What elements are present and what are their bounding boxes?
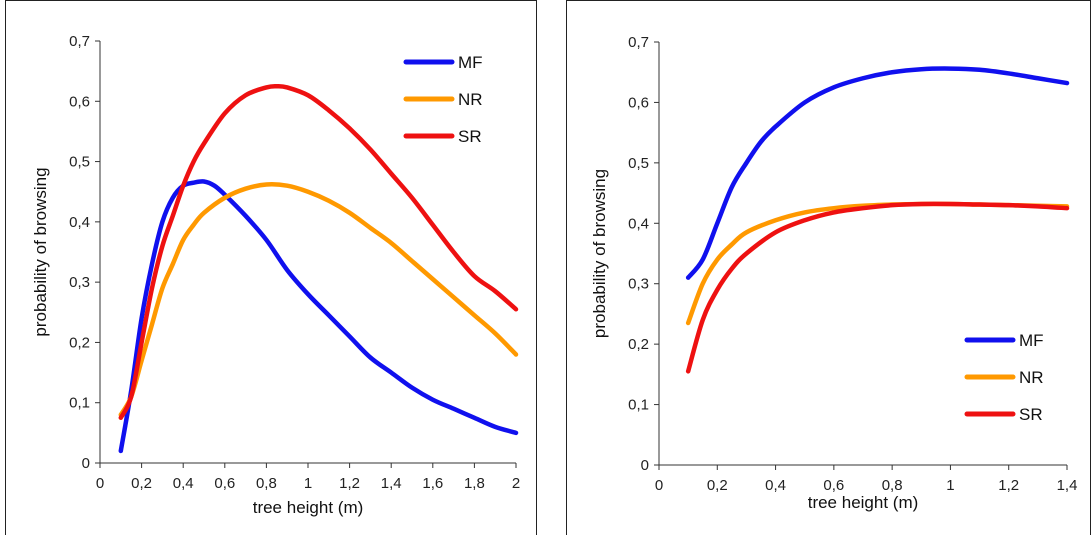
- x-tick-label: 1,4: [381, 475, 402, 492]
- x-tick-label: 1,2: [339, 475, 360, 492]
- chart-panel-right: 0 0,1 0,2 0,3 0,4 0,5 0,6 0,7 0 0,2 0,4 0,6 0,8 1 1,2 1…: [566, 0, 1091, 535]
- y-tick-label: 0,5: [69, 154, 90, 171]
- y-tick-label: 0,7: [628, 34, 649, 51]
- y-tick-label: 0,6: [69, 93, 90, 110]
- series-line-nr: [685, 201, 1070, 326]
- x-tick-label: 1: [946, 477, 954, 494]
- y-tick-label: 0,6: [628, 94, 649, 111]
- x-tick-label: 1,4: [1057, 477, 1078, 494]
- legend-label-nr: NR: [458, 90, 483, 109]
- y-tick-label: 0,3: [69, 274, 90, 291]
- y-tick-label: 0,5: [628, 155, 649, 172]
- legend-label-mf: MF: [1019, 331, 1044, 350]
- y-tick-label: 0: [641, 457, 649, 474]
- x-tick-label: 0,8: [882, 477, 903, 494]
- y-axis-title: probability of browsing: [31, 167, 50, 336]
- y-tick-label: 0,2: [69, 334, 90, 351]
- y-axis-title: probability of browsing: [590, 169, 609, 338]
- x-tick-label: 0,6: [214, 475, 235, 492]
- x-axis-title: tree height (m): [808, 493, 919, 512]
- x-tick-label: 0,8: [256, 475, 277, 492]
- x-tick-label: 0: [655, 477, 663, 494]
- legend-label-sr: SR: [458, 127, 482, 146]
- chart-left: 0 0,1 0,2 0,3 0,4 0,5 0,6 0,7 0 0,2 0,4 0,6 0,8 1 1,2 1…: [31, 33, 520, 517]
- x-tick-label: 1,2: [998, 477, 1019, 494]
- x-tick-label: 0,4: [765, 477, 786, 494]
- series-line-mf: [118, 179, 519, 454]
- x-axis-title: tree height (m): [253, 498, 364, 517]
- x-tick-label: 1,8: [464, 475, 485, 492]
- x-tick-label: 0,4: [173, 475, 194, 492]
- y-tick-label: 0,7: [69, 33, 90, 50]
- y-tick-label: 0,4: [69, 214, 90, 231]
- series-line-nr: [118, 182, 519, 418]
- x-tick-label: 0,6: [823, 477, 844, 494]
- chart-panel-left: 0 0,1 0,2 0,3 0,4 0,5 0,6 0,7 0 0,2 0,4 0,6 0,8 1 1,2 1…: [5, 0, 537, 535]
- series-line-sr: [118, 83, 519, 421]
- chart-right: 0 0,1 0,2 0,3 0,4 0,5 0,6 0,7 0 0,2 0,4 0,6 0,8 1 1,2 1…: [590, 34, 1078, 512]
- x-tick-label: 0: [96, 475, 104, 492]
- y-tick-label: 0: [82, 455, 90, 472]
- y-tick-label: 0,2: [628, 336, 649, 353]
- y-tick-label: 0,1: [69, 395, 90, 412]
- legend-label-sr: SR: [1019, 405, 1043, 424]
- y-tick-label: 0,1: [628, 397, 649, 414]
- x-tick-label: 1: [304, 475, 312, 492]
- x-tick-label: 0,2: [707, 477, 728, 494]
- series-line-sr: [685, 201, 1070, 374]
- y-tick-label: 0,3: [628, 276, 649, 293]
- legend-label-mf: MF: [458, 53, 483, 72]
- x-tick-label: 1,6: [422, 475, 443, 492]
- legend-label-nr: NR: [1019, 368, 1044, 387]
- series-line-mf: [685, 66, 1070, 280]
- y-tick-label: 0,4: [628, 215, 649, 232]
- x-tick-label: 2: [512, 475, 520, 492]
- x-tick-label: 0,2: [131, 475, 152, 492]
